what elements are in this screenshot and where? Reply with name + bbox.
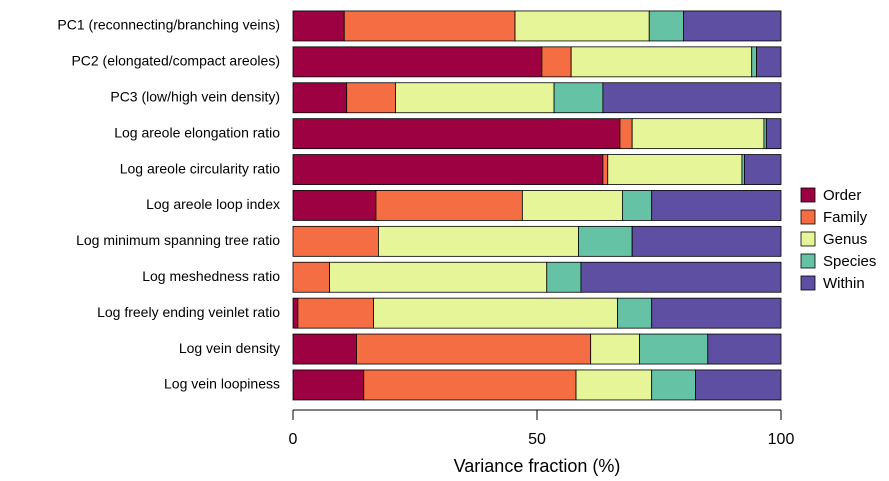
bar-segment [619,118,633,150]
bar-segment [375,190,523,221]
bar-segment [346,82,396,114]
legend-swatch [800,253,816,269]
y-tick-label: Log meshedness ratio [142,268,280,284]
legend-label: Family [823,209,868,226]
bar-segment [356,333,592,365]
x-tick-label: 50 [528,431,546,448]
bar-segment [602,82,782,114]
bar-segment [377,225,579,257]
y-tick-label: Log vein loopiness [164,376,280,392]
legend-label: Order [823,187,861,204]
bar-segment [580,261,782,293]
legend-swatch [800,187,816,203]
bar-segment [651,297,782,329]
bar-segment [578,225,633,257]
bar-segment [292,261,330,293]
bar-segment [292,333,357,365]
bar-segment [707,333,782,365]
legend-label: Species [823,253,876,270]
bar-segment [292,297,299,329]
bar-segment [343,10,516,42]
legend-swatch [800,231,816,247]
bar-segment [292,225,379,257]
bar-segment [695,369,782,401]
bar-segment [651,190,782,221]
bar-segment [651,369,696,401]
bar-segment [765,118,782,150]
bar-segment [575,369,653,401]
bar-segment [639,333,709,365]
bar-segment [622,190,653,221]
bar-segment [292,369,365,401]
y-tick-label: Log areole elongation ratio [114,124,280,140]
bar-segment [744,154,782,185]
bar-segment [570,46,753,78]
bar-segment [329,261,548,293]
bar-segment [395,82,555,114]
bar-segment [683,10,782,42]
x-tick-label: 100 [768,431,795,448]
legend-swatch [800,275,816,291]
bar-segment [602,154,609,185]
bar-segment [292,10,345,42]
y-tick-label: Log areole circularity ratio [120,160,281,176]
bar-segment [756,46,782,78]
y-tick-label: PC1 (reconnecting/branching veins) [57,17,280,33]
x-tick-label: 0 [289,431,298,448]
y-tick-label: PC2 (elongated/compact areoles) [71,53,280,69]
legend-label: Within [823,275,865,292]
bar-segment [631,118,765,150]
legend-swatch [800,209,816,225]
x-axis-title: Variance fraction (%) [454,456,621,476]
bar-segment [297,297,374,329]
bar-segment [631,225,782,257]
bar-segment [648,10,684,42]
bar-segment [553,82,604,114]
bar-segment [292,82,348,114]
bar-segment [521,190,623,221]
bar-segment [292,118,621,150]
bar-segment [607,154,743,185]
bar-segment [590,333,640,365]
bar-segment [617,297,653,329]
y-tick-label: Log minimum spanning tree ratio [76,232,280,248]
bar-segment [292,154,604,185]
bar-segment [292,190,377,221]
legend-label: Genus [823,231,867,248]
bar-segment [541,46,572,78]
bar-segment [514,10,650,42]
bar-segment [373,297,618,329]
y-tick-label: Log vein density [179,340,280,356]
bar-segment [363,369,577,401]
y-tick-label: Log areole loop index [146,196,280,212]
y-tick-label: Log freely ending veinlet ratio [97,304,280,320]
bar-segment [546,261,582,293]
y-tick-label: PC3 (low/high vein density) [110,88,280,104]
bar-segment [751,46,757,78]
bar-segment [292,46,543,78]
